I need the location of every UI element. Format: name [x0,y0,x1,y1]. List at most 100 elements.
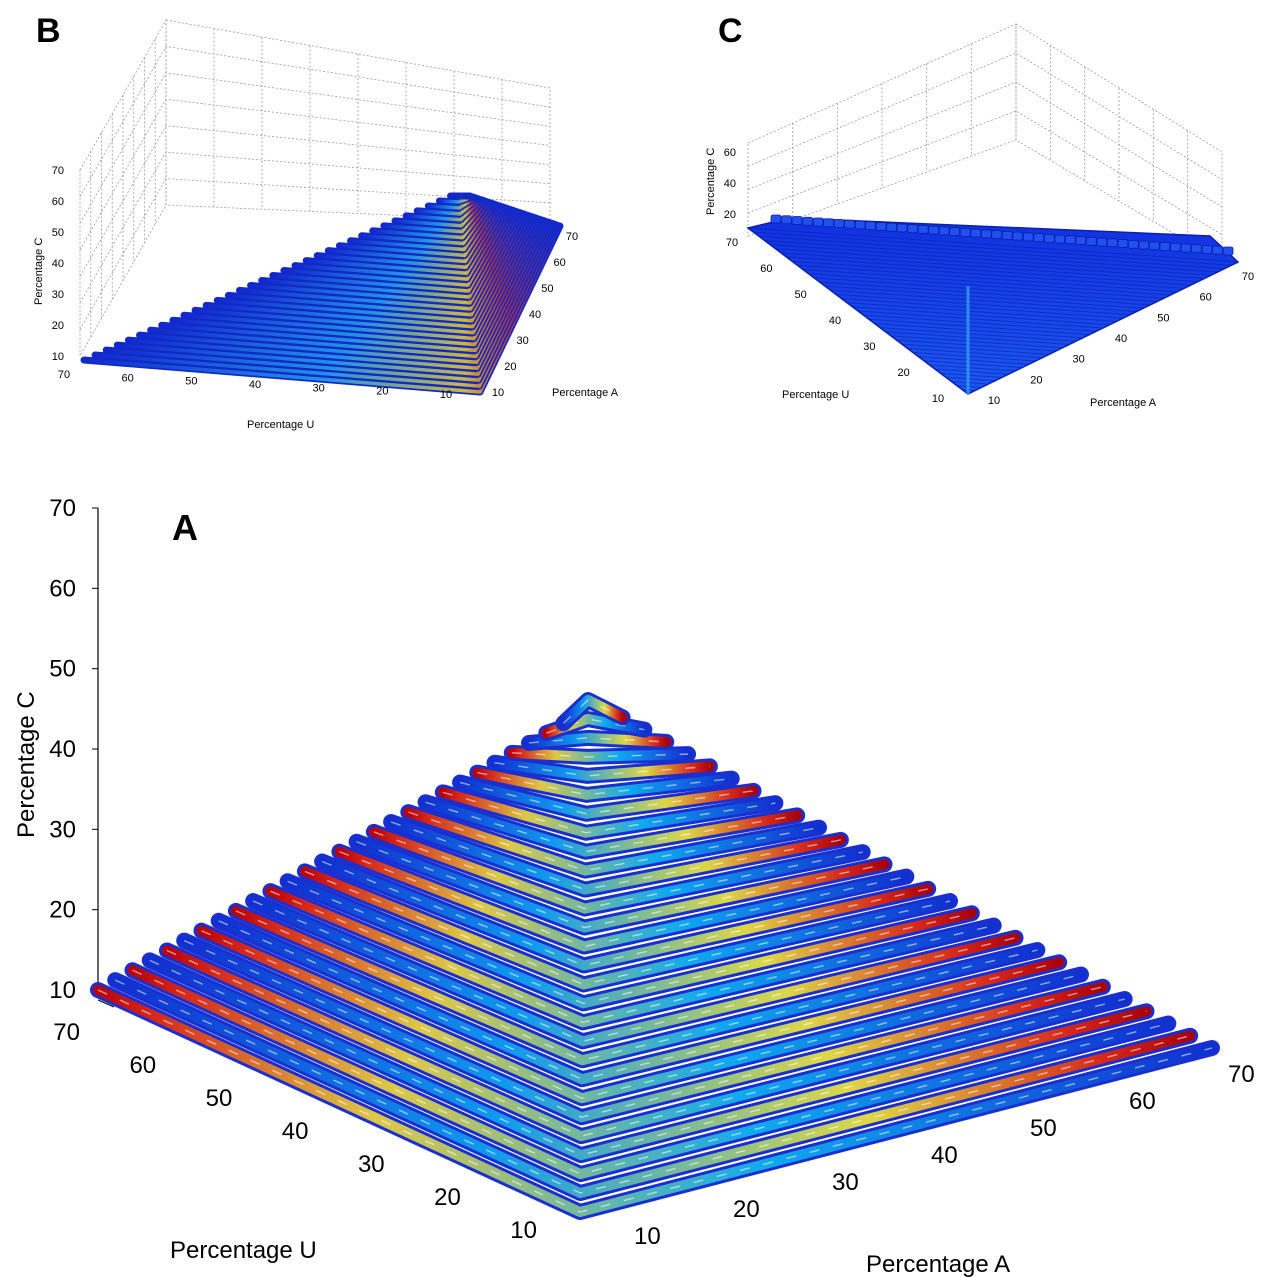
z-tick-label: 10 [49,977,76,1004]
panel-b-ylabel: Percentage A [552,387,619,399]
surface-layer-highlight [270,890,994,1024]
z-tick-label: 70 [49,495,76,522]
surface-ridge-cell [928,225,940,235]
surface-ridge-cell [1180,243,1192,253]
surface-ridge-cell [1138,240,1150,250]
surface-ridge-cell [833,219,845,228]
surface-band [945,376,996,382]
surface-ridge-cell [980,229,992,239]
surface-layer-highlight [183,939,1104,1118]
a-tick-label: 30 [1073,354,1085,366]
panel-a-zlabel: Percentage C [13,691,40,838]
a-tick-label: 30 [832,1169,859,1196]
surface-band [879,327,1077,342]
surface-layer-fill [524,732,672,748]
z-tick-label: 60 [49,575,76,602]
panel-c-ylabel: Percentage A [1090,397,1157,409]
surface-band [813,277,1158,303]
z-tick-label: 20 [49,897,76,924]
surface-band [918,356,1029,365]
surface-ridge-cell [1022,232,1034,242]
grid-hline [747,110,1223,235]
surface-layer-highlight [563,699,623,724]
surface-ridge-cell [854,220,866,230]
surface-band [885,331,1070,345]
a-tick-label: 70 [566,231,578,243]
a-tick-label: 70 [1242,271,1254,283]
surface-ridge-cell [844,219,855,229]
panel-b-letter: B [36,12,61,50]
surface-layer-highlight [339,851,907,948]
surface-band [901,343,1050,355]
surface-layer-highlight [459,781,754,815]
surface-ridge-cell [949,227,961,237]
surface-ridge-cell [1033,233,1045,243]
surface-layer-highlight [252,900,1016,1043]
z-tick-label: 30 [49,816,76,843]
panel-b-zlabel: Percentage C [33,238,45,305]
u-tick-label: 50 [206,1085,233,1112]
panel-a-surface [90,692,1220,1220]
surface-layer-highlight [494,762,710,777]
surface-ridge-cell [770,214,782,224]
u-tick-label: 30 [313,382,325,394]
u-tick-label: 10 [932,393,944,405]
surface-band [758,235,1225,270]
surface-ridge-cell [886,222,898,232]
panel-b-surface [80,192,564,396]
a-tick-label: 20 [504,361,516,373]
grid-hline [79,178,551,330]
surface-layer-highlight [114,979,1191,1194]
u-tick-label: 20 [434,1184,461,1211]
surface-band [802,269,1171,296]
surface-ridge-cell [907,224,919,234]
surface-layer-highlight [408,811,820,872]
surface-band [769,244,1212,276]
surface-ridge-cell [781,215,792,225]
surface-layer-highlight [304,870,951,986]
surface-layer-fill [386,817,846,895]
surface-ridge-cell [1159,242,1171,251]
surface-band [929,364,1016,372]
panel-a-ylabel: Percentage A [866,1251,1010,1277]
a-tick-label: 60 [1200,292,1212,304]
grid-hline [747,52,1223,180]
surface-layer-highlight [425,801,798,853]
panel-c-xlabel: Percentage U [782,389,849,401]
surface-band [912,352,1036,362]
surface-band [896,339,1056,352]
surface-band [923,360,1023,369]
surface-layer-fill [317,856,934,971]
surface-ridge-cell [1170,242,1181,252]
grid-hline [79,98,551,250]
z-tick-label: 60 [52,196,64,208]
u-tick-label: 70 [58,369,70,381]
z-tick-label: 20 [52,320,64,332]
surface-ridge-cell [917,225,929,234]
surface-band [863,314,1097,332]
panel-a-ticks: 10 20 30 40 50 60 70 10 20 30 40 50 60 70 10 20 30 40 50 60… [49,495,1254,1250]
grid-hline [79,125,551,277]
u-tick-label: 10 [440,389,452,401]
surface-ridge-cell [791,216,803,225]
surface-band [786,256,1191,286]
surface-band [846,302,1117,322]
grid-hline [79,72,551,224]
surface-layer-fill [472,767,737,800]
panel-c-letter: C [718,12,743,50]
surface-ridge-cell [1212,245,1223,255]
surface-ridge-cell [812,217,824,227]
u-tick-label: 60 [122,372,134,384]
a-tick-label: 50 [1030,1115,1057,1142]
surface-ridge-cell [1201,245,1213,254]
surface-ridge-cell [1043,233,1055,243]
surface-layer-highlight [235,910,1038,1061]
a-tick-label: 40 [931,1142,958,1169]
surface-band [780,252,1198,283]
z-tick-label: 20 [724,209,736,221]
u-tick-label: 20 [376,386,388,398]
surface-layer-highlight [132,969,1169,1175]
a-tick-label: 60 [554,257,566,269]
z-tick-label: 40 [724,178,736,190]
